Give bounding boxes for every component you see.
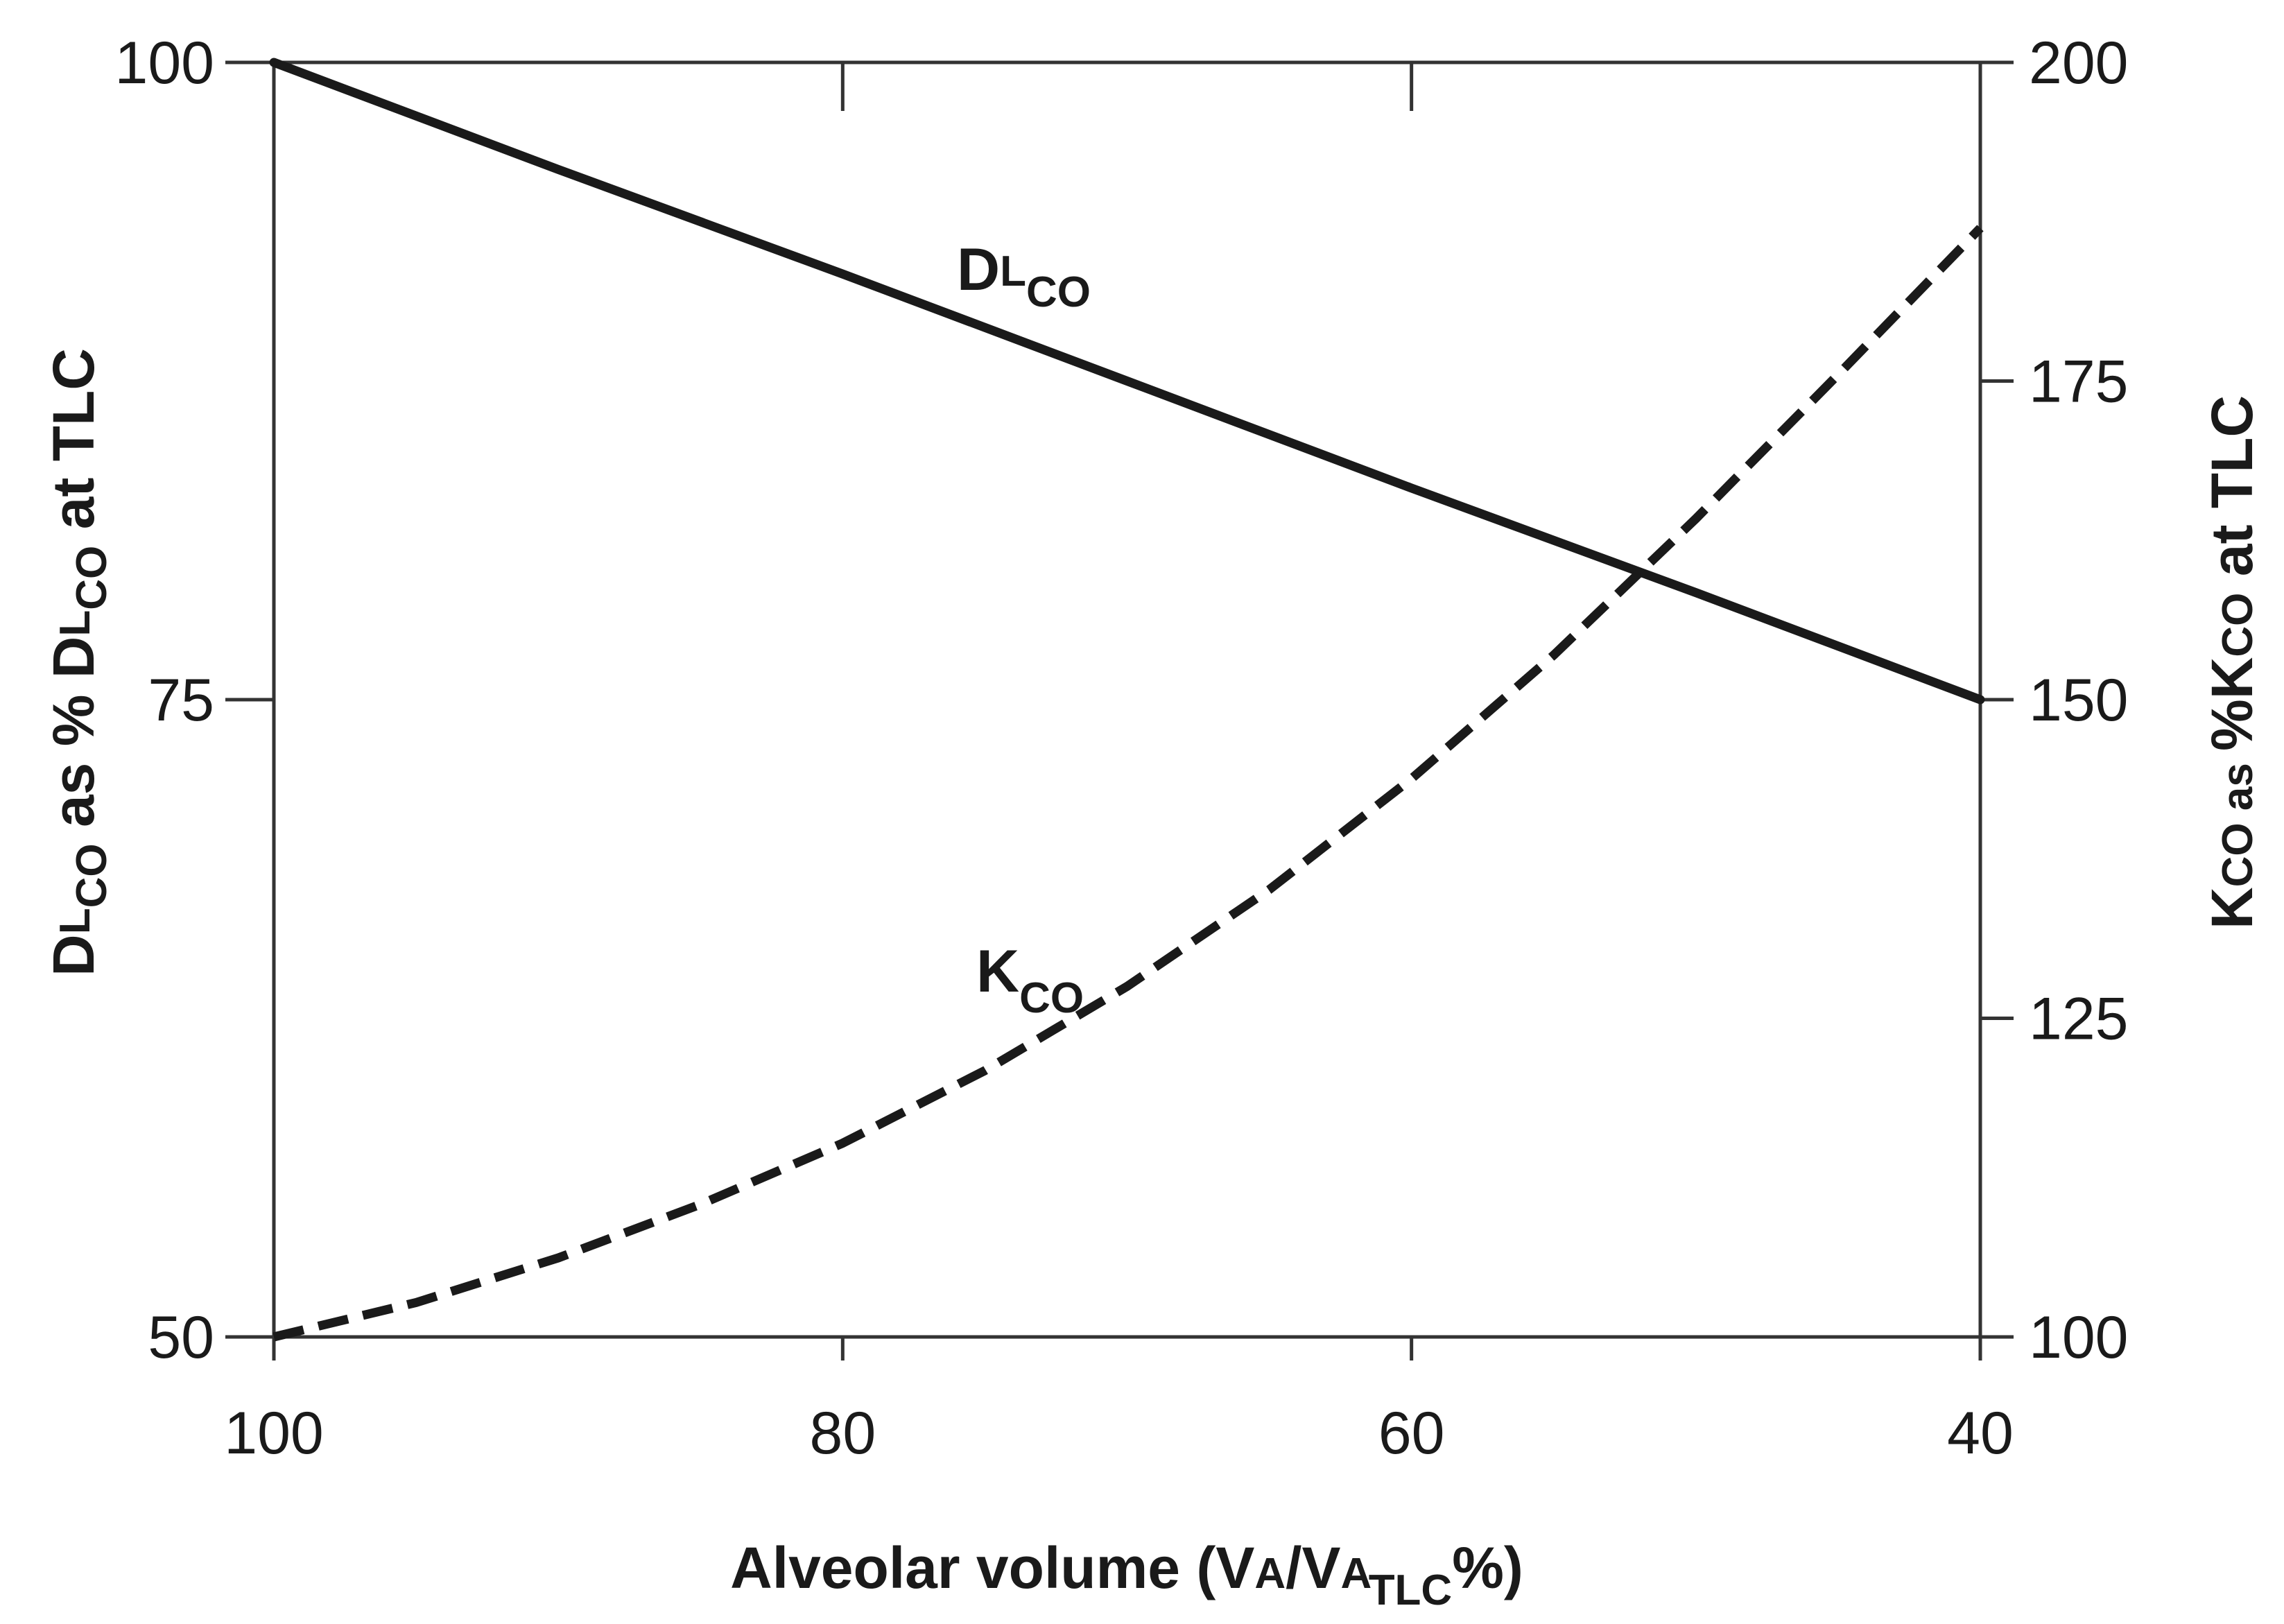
dlco-label-sub: CO — [1026, 268, 1091, 316]
dlco-line — [269, 58, 1985, 705]
left-y-tick-label-50: 50 — [148, 1304, 214, 1371]
x-title-mid: /V — [1286, 1535, 1340, 1600]
yr-title-mid: %K — [2199, 657, 2265, 751]
x-tick-label-80: 80 — [809, 1400, 876, 1467]
right-y-axis-ticks: 200 175 150 125 100 — [1980, 30, 2129, 1371]
x-tick-label-100: 100 — [224, 1400, 324, 1467]
yl-title-l2: L — [51, 610, 99, 637]
dlco-label-main: D — [957, 236, 1000, 303]
kco-series-label: KCO — [976, 938, 1084, 1022]
right-y-tick-label-125: 125 — [2029, 986, 2129, 1053]
dlco-label-sub-small: L — [1000, 248, 1026, 295]
left-y-axis-title: DLCO as % DLCO at TLC — [41, 348, 116, 976]
x-tick-label-40: 40 — [1947, 1400, 2014, 1467]
right-y-tick-label-150: 150 — [2029, 667, 2129, 734]
kco-label-main: K — [976, 938, 1019, 1005]
yl-title-d: D — [41, 934, 106, 976]
yl-title-l: L — [51, 908, 99, 934]
x-title-sub: TLC — [1369, 1566, 1453, 1614]
yl-title-end: at TLC — [41, 348, 106, 546]
yr-title-k: K — [2199, 887, 2265, 929]
x-title-main: Alveolar volume (V — [730, 1535, 1254, 1600]
x-axis-title: Alveolar volume (VA/VATLC%) — [730, 1535, 1523, 1614]
kco-label-sub: CO — [1019, 974, 1084, 1022]
x-title-a2: A — [1341, 1550, 1372, 1598]
x-tick-label-60: 60 — [1378, 1400, 1445, 1467]
kco-line — [272, 225, 1984, 1342]
yr-title-co2: CO — [2214, 593, 2262, 657]
yr-title-co: CO — [2214, 822, 2262, 887]
yl-title-co: CO — [68, 843, 116, 908]
x-title-end: %) — [1452, 1535, 1523, 1600]
right-y-tick-label-100: 100 — [2029, 1304, 2129, 1371]
left-y-tick-label-100: 100 — [115, 30, 215, 96]
x-axis-ticks: 100 80 60 40 — [224, 62, 2014, 1467]
yr-title-end: at TLC — [2199, 395, 2265, 593]
series-lines — [269, 58, 1985, 1342]
yl-title-mid: as % D — [41, 637, 106, 844]
yr-title-as: as — [2214, 751, 2262, 822]
right-y-tick-label-200: 200 — [2029, 30, 2129, 96]
yl-title-co2: CO — [68, 546, 116, 610]
x-title-a: A — [1254, 1550, 1286, 1598]
right-y-tick-label-175: 175 — [2029, 349, 2129, 415]
dlco-series-label: DLCO — [957, 236, 1091, 316]
right-y-axis-title: KCO as %KCO at TLC — [2199, 395, 2265, 929]
left-y-tick-label-75: 75 — [148, 667, 214, 734]
left-y-axis-ticks: 100 75 50 — [115, 30, 274, 1371]
